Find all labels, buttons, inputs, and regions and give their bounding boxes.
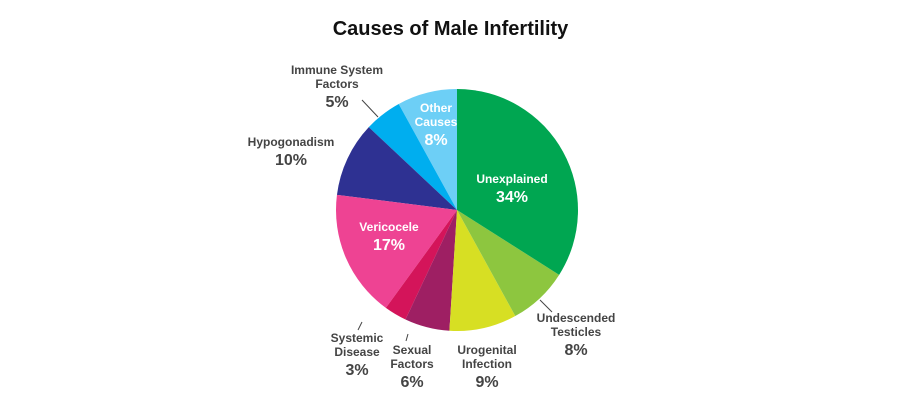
chart-title: Causes of Male Infertility [332, 18, 569, 40]
leader-line [539, 299, 553, 313]
category-label: Other Causes [414, 101, 458, 129]
leader-lines [357, 99, 553, 342]
category-label: Vericocele [359, 219, 419, 234]
pie-slice [449, 210, 516, 331]
pie-slice [405, 210, 457, 331]
category-label: Hypogonadism [247, 134, 335, 149]
slice-label: Sexual Factors 6% [386, 343, 438, 392]
slice-label: Immune System Factors 5% [287, 63, 387, 112]
slice-label: Unexplained 34% [452, 171, 572, 207]
value-label: 9% [475, 373, 499, 391]
pie-slice [385, 210, 457, 320]
category-label: Unexplained [476, 171, 548, 186]
pie-slice [457, 89, 578, 275]
value-label: 8% [424, 131, 448, 149]
value-label: 8% [564, 341, 588, 359]
value-label: 6% [400, 373, 424, 391]
category-label: Undescended Testicles [536, 311, 616, 339]
pie-slice [335, 194, 457, 308]
slice-label: Vericocele 17% [339, 219, 439, 255]
leader-line [405, 333, 409, 342]
pie-slice [336, 127, 457, 210]
slice-label: Systemic Disease 3% [322, 331, 392, 380]
pie-slice [457, 210, 560, 317]
category-label: Sexual Factors [390, 343, 434, 371]
value-label: 3% [345, 361, 369, 379]
pie-slice [398, 89, 457, 210]
leader-line [361, 99, 379, 118]
slice-label: Urogenital Infection 9% [447, 343, 527, 392]
value-label: 17% [372, 236, 406, 254]
value-label: 5% [325, 93, 349, 111]
slice-label: Hypogonadism 10% [236, 134, 346, 170]
slice-label: Undescended Testicles 8% [531, 311, 621, 360]
pie-slice [368, 103, 457, 210]
leader-line [357, 321, 363, 331]
slice-label: Other Causes 8% [411, 101, 461, 150]
category-label: Urogenital Infection [457, 343, 517, 371]
category-label: Immune System Factors [290, 63, 384, 91]
value-label: 34% [495, 188, 529, 206]
category-label: Systemic Disease [330, 331, 384, 359]
value-label: 10% [274, 151, 308, 169]
